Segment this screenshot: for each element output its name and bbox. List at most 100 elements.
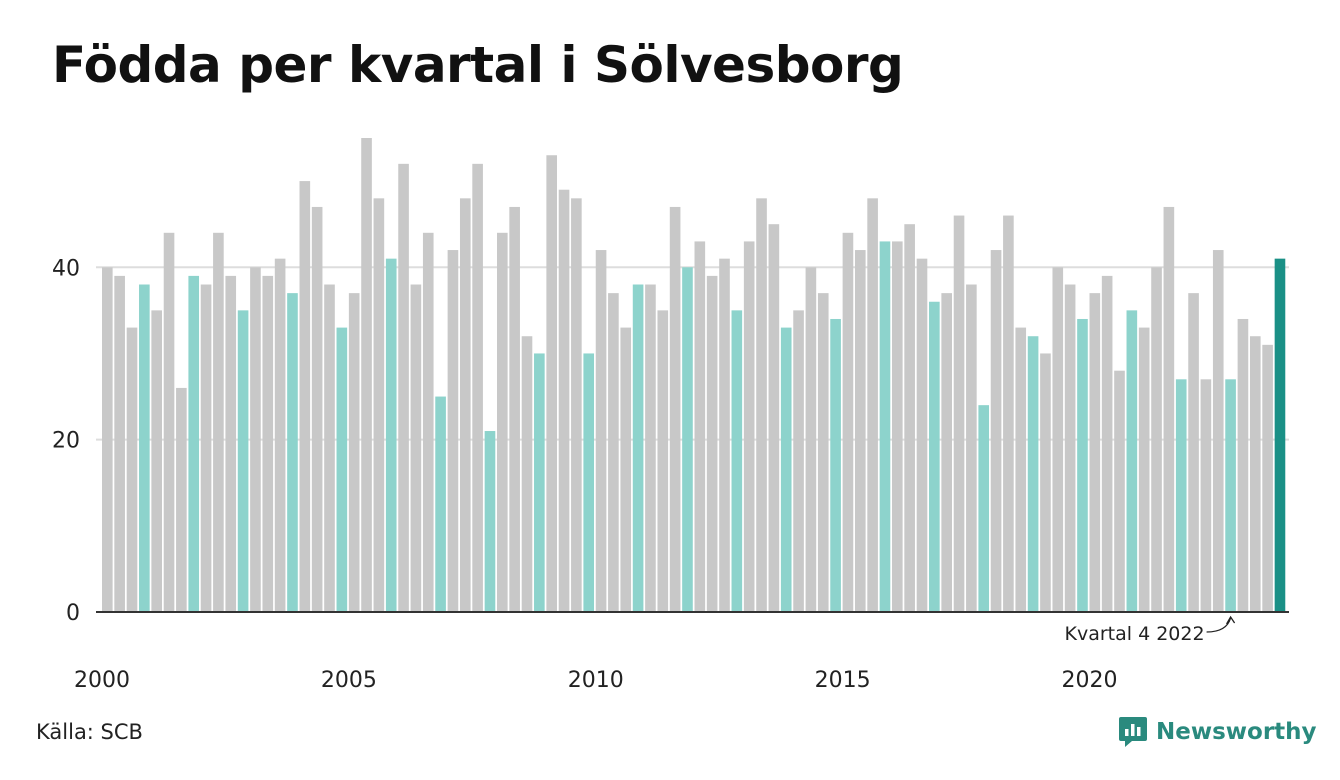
bar — [1015, 327, 1027, 612]
bar — [385, 258, 397, 612]
brand-name: Newsworthy — [1156, 719, 1317, 745]
bar — [225, 275, 237, 612]
bar — [1064, 284, 1076, 612]
bar — [817, 293, 829, 612]
bar — [608, 293, 619, 612]
bar — [1175, 379, 1187, 612]
x-tick-label: 2000 — [74, 668, 130, 693]
annotation-arrow — [1206, 617, 1232, 633]
bar — [830, 318, 841, 612]
bar — [102, 267, 113, 612]
bar — [262, 275, 274, 612]
y-tick-label: 0 — [66, 601, 80, 626]
bar — [1237, 318, 1249, 612]
bar — [546, 155, 557, 613]
bar — [1126, 310, 1138, 612]
bar — [1052, 267, 1064, 612]
bar — [694, 241, 706, 613]
bar — [1212, 250, 1224, 613]
bar — [941, 293, 952, 612]
bar — [521, 336, 533, 612]
bar — [126, 327, 138, 612]
bar — [410, 284, 422, 612]
bar — [978, 405, 990, 612]
bar — [558, 189, 570, 612]
bar — [163, 232, 175, 613]
bar — [348, 293, 360, 612]
bar — [595, 250, 607, 613]
bar — [1077, 318, 1088, 612]
bar — [250, 267, 261, 612]
bar — [336, 327, 348, 612]
newsworthy-logo-icon — [1119, 717, 1147, 747]
bar — [904, 224, 915, 612]
bar — [151, 310, 162, 612]
bar — [1163, 206, 1175, 612]
bar — [1089, 293, 1101, 612]
annotation-label: Kvartal 4 2022 — [1065, 623, 1205, 645]
bar — [854, 250, 866, 613]
x-tick-label: 2020 — [1062, 668, 1118, 693]
bar — [768, 224, 780, 612]
bar — [1225, 379, 1236, 612]
bar — [583, 353, 595, 612]
bar — [892, 241, 903, 613]
y-tick-label: 20 — [52, 429, 80, 454]
bar — [916, 258, 928, 612]
bar — [867, 198, 878, 612]
bar — [966, 284, 977, 612]
bar — [484, 431, 496, 612]
bars — [102, 138, 1286, 613]
bar — [287, 293, 298, 612]
bar — [1200, 379, 1212, 612]
bar — [1027, 336, 1039, 612]
bar — [793, 310, 804, 612]
bar — [1101, 275, 1113, 612]
bar — [274, 258, 286, 612]
annotation: Kvartal 4 2022 — [1065, 615, 1236, 645]
bar — [422, 232, 434, 613]
bar — [398, 163, 409, 612]
source-note: Källa: SCB — [36, 720, 143, 744]
bar — [447, 250, 459, 613]
bar — [1274, 258, 1286, 612]
bar — [509, 206, 520, 612]
bar — [879, 241, 891, 613]
bar — [1188, 293, 1199, 612]
bar — [805, 267, 817, 612]
bar — [213, 232, 224, 613]
bar — [682, 267, 693, 612]
bar — [842, 232, 854, 613]
bar — [534, 353, 545, 612]
bar — [706, 275, 718, 612]
bar — [361, 138, 372, 612]
bar — [299, 181, 311, 612]
bar — [929, 301, 940, 612]
bar — [990, 250, 1002, 613]
bar — [1151, 267, 1162, 612]
bar — [497, 232, 508, 613]
bar — [571, 198, 582, 612]
bar — [324, 284, 335, 612]
bar — [114, 275, 125, 612]
bar-chart: 0 20 40 2000 2005 2010 2015 2020 Kvartal 4 2022 — [52, 138, 1289, 693]
bar — [188, 275, 200, 612]
bar — [1114, 370, 1125, 612]
bar — [743, 241, 755, 613]
bar — [200, 284, 212, 612]
bar — [139, 284, 150, 612]
bar — [435, 396, 446, 612]
bar — [1003, 215, 1014, 612]
bar — [311, 206, 323, 612]
bar — [719, 258, 730, 612]
annotation-arrowhead — [1226, 615, 1236, 625]
x-tick-label: 2005 — [321, 668, 377, 693]
bar — [620, 327, 632, 612]
bar — [373, 198, 385, 612]
bar — [237, 310, 249, 612]
x-tick-label: 2015 — [815, 668, 871, 693]
bar — [1249, 336, 1261, 612]
y-tick-label: 40 — [52, 256, 80, 281]
bar — [669, 206, 681, 612]
bar — [756, 198, 767, 612]
